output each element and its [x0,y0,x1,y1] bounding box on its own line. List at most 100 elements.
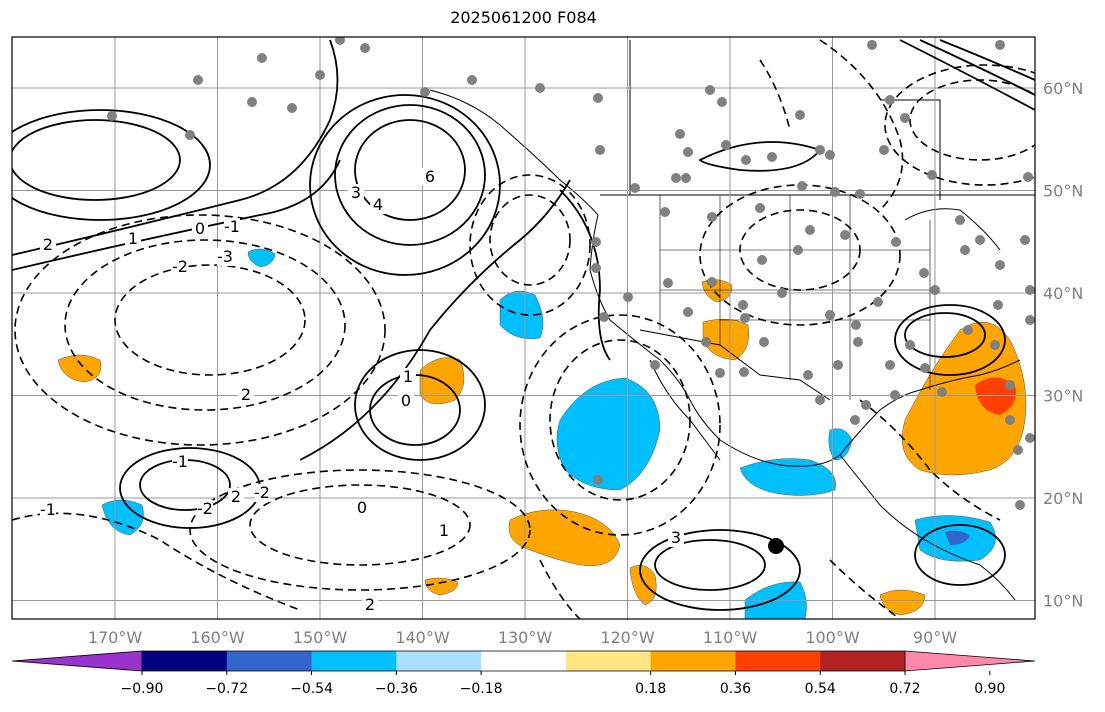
lon-tick-label: 120°W [600,628,655,647]
contour-label-bg [238,386,254,404]
contour-label-bg [40,236,56,254]
contour-label-bg [40,501,56,519]
lat-tick-label: 30°N [1043,387,1083,406]
map-frame [11,36,1036,620]
lat-tick-label: 60°N [1043,79,1083,98]
lon-tick-label: 160°W [190,628,245,647]
contour-label-bg [172,258,188,276]
colorbar-tick-label: 0.72 [889,681,920,697]
contour-label: -1 [172,452,188,471]
graticule [12,37,1035,619]
colorbar-tick-label: −0.18 [460,681,503,697]
contour-label-bg [348,184,364,202]
lat-tick-label: 50°N [1043,182,1083,201]
contour-label-bg [354,499,370,517]
colorbar-tick-label: −0.72 [205,681,248,697]
map-title: 2025061200 F084 [450,8,597,27]
contour-label-bg [362,596,378,614]
contour-label: 1 [128,229,138,248]
contour-label: 2 [365,595,375,614]
contour-label: 1 [439,521,449,540]
lon-tick-label: 140°W [395,628,450,647]
blue-area-small-2 [828,428,853,461]
contour-label: 0 [357,498,367,517]
contour-label-bg [400,368,416,386]
orange-area-small-3 [879,589,926,616]
contour-label: -2 [172,257,188,276]
longitude-labels: 170°W 160°W 150°W 140°W 130°W 120°W 110°W 100°W… [88,628,957,647]
colorbar: −0.90 −0.72 −0.54 −0.36 −0.18 0.18 0.36 0.54 0.7… [11,650,1036,697]
station-markers [107,37,1035,510]
orange-area-small-1 [629,564,657,606]
contour-label: 3 [351,183,361,202]
colorbar-tick-label: 0.54 [805,681,836,697]
contour-label-bg [254,484,270,502]
contour-label-bg [217,248,233,266]
contour-label: -1 [40,500,56,519]
colorbar-extend-low [11,650,143,672]
contour-label: 4 [373,195,383,214]
contour-label: 3 [671,528,681,547]
colorbar-segment [650,651,736,671]
lon-tick-label: 150°W [293,628,348,647]
contour-label-bg [224,218,240,236]
colorbar-segment [226,651,313,671]
colorbar-extend-high [904,650,1036,672]
contour-label-bg [192,220,208,238]
contour-label: 1 [403,367,413,386]
contours [12,39,1035,619]
contour-label: -1 [224,217,240,236]
contour-label: 0 [195,219,205,238]
colorbar-segment [565,651,652,671]
orange-area-southwest [702,318,749,361]
contour-label-bg [125,230,141,248]
contour-label: 0 [401,391,411,410]
blue-area-west [101,499,144,536]
dashed-contours [12,39,1035,619]
contour-label: 2 [43,235,53,254]
colorbar-tick-label: −0.36 [375,681,418,697]
colorbar-tick-label: 0.36 [720,681,751,697]
colorbar-segment [311,651,397,671]
contour-label: -3 [217,247,233,266]
colorbar-tick-label: −0.54 [290,681,333,697]
lon-tick-label: 100°W [805,628,860,647]
colorbar-tick-label: −0.90 [121,681,164,697]
lon-tick-label: 90°W [913,628,957,647]
contour-label-bg [228,488,244,506]
contour-label-bg [668,529,684,547]
orange-area-west [57,354,102,383]
colorbar-tick-label: 0.90 [974,681,1005,697]
contour-label-bg [370,196,386,214]
contour-label: -2 [254,483,270,502]
colorbar-outline [142,650,905,672]
lat-tick-label: 10°N [1043,592,1083,611]
solid-contours [12,39,1035,611]
colorbar-tick-label: 0.18 [635,681,666,697]
contour-label-bg [436,522,452,540]
contour-label: 2 [231,487,241,506]
contour-label: -2 [197,499,213,518]
darkblue-area-caribbean [945,530,970,545]
lon-tick-label: 110°W [703,628,758,647]
contour-label-bg [172,453,188,471]
colorbar-segment [142,651,228,671]
orange-area-small-2 [424,577,459,596]
contour-label-bg [197,500,213,518]
lat-tick-label: 20°N [1043,489,1083,508]
blue-area-small-1 [247,248,276,268]
blue-area-central-mexico [739,458,836,496]
lat-tick-label: 40°N [1043,284,1083,303]
colorbar-segment [735,651,821,671]
contour-label-bg [398,392,414,410]
latitude-labels: 60°N 50°N 40°N 30°N 20°N 10°N [1043,79,1083,611]
colorbar-segment [481,651,567,671]
contour-label-bg [422,168,438,186]
lon-tick-label: 170°W [88,628,143,647]
colorbar-segment [396,651,482,671]
lon-tick-label: 130°W [498,628,553,647]
contour-label: 6 [425,167,435,186]
